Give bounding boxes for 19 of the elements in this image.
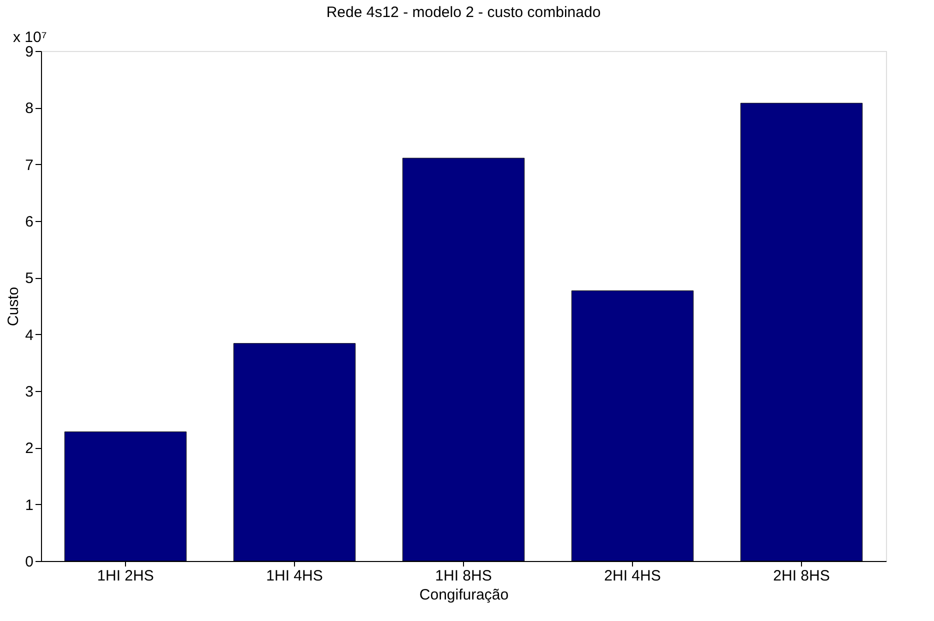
y-tick-label: 4 bbox=[25, 326, 34, 344]
x-tick-label: 1HI 4HS bbox=[266, 568, 323, 584]
y-tick-label: 1 bbox=[25, 496, 34, 514]
x-tick-label: 1HI 2HS bbox=[97, 568, 154, 584]
y-tick-label: 3 bbox=[25, 384, 34, 400]
y-tick-label: 8 bbox=[25, 100, 34, 118]
x-axis-title: Congifuração bbox=[419, 586, 509, 604]
y-tick-label: 5 bbox=[25, 270, 34, 288]
text: x 10⁷ bbox=[13, 29, 47, 46]
y-axis-title: Custo bbox=[5, 286, 22, 326]
chart-title: Rede 4s12 - modelo 2 - custo combinado bbox=[326, 4, 601, 21]
x-tick-label: 2HI 4HS bbox=[604, 568, 661, 584]
y-tick-label: 6 bbox=[25, 214, 34, 230]
y-tick-label: 7 bbox=[25, 156, 34, 174]
y-tick-label: 9 bbox=[25, 44, 34, 60]
y-tick-label: 0 bbox=[25, 554, 34, 570]
x-tick-label: 1HI 8HS bbox=[435, 568, 492, 584]
x-tick-label: 2HI 8HS bbox=[773, 568, 830, 584]
y-tick-label: 2 bbox=[25, 440, 34, 458]
